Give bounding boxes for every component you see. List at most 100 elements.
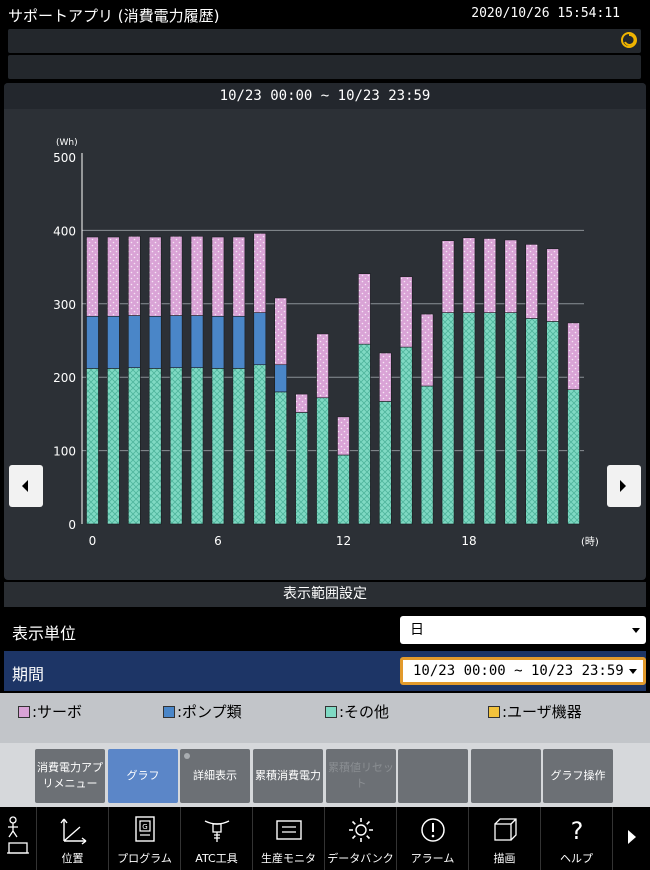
title-bar: サポートアプリ (消費電力履歴) 2020/10/26 15:54:11 bbox=[0, 0, 650, 28]
machine-status-tab[interactable] bbox=[0, 807, 36, 870]
bar-segment bbox=[525, 318, 539, 525]
arrow-left-icon bbox=[22, 480, 28, 492]
tab-production-monitor[interactable]: 生産モニタ bbox=[252, 807, 324, 870]
bar-segment bbox=[358, 343, 371, 525]
unit-select-value: 日 bbox=[410, 622, 424, 638]
legend: :サーボ :ポンプ類 :その他 :ユーザ機器 bbox=[0, 693, 650, 743]
tab-data-bank[interactable]: データバンク bbox=[324, 807, 396, 870]
bar-segment bbox=[86, 315, 99, 369]
program-document-icon: G bbox=[134, 816, 155, 842]
bar-segment bbox=[211, 315, 225, 369]
power-chart: 0 100 200 300 400 500 (Wh) 0 6 12 18 (時) bbox=[53, 138, 599, 548]
bar-segment bbox=[107, 315, 120, 369]
unit-label: 表示単位 bbox=[12, 624, 77, 643]
y-tick-label: 100 bbox=[53, 445, 76, 459]
bar-segment bbox=[504, 312, 518, 525]
tab-label: 位置 bbox=[61, 852, 84, 865]
bar-segment bbox=[127, 367, 141, 525]
bar-segment bbox=[169, 367, 183, 525]
tab-label: 生産モニタ bbox=[261, 852, 316, 865]
legend-swatch bbox=[325, 706, 337, 718]
monitor-icon bbox=[275, 820, 302, 840]
bar-segment bbox=[525, 244, 539, 319]
legend-label: :ポンプ類 bbox=[177, 703, 242, 721]
svg-text:G: G bbox=[142, 823, 147, 831]
tab-program[interactable]: G プログラム bbox=[108, 807, 180, 870]
period-select[interactable]: 10/23 00:00 ~ 10/23 23:59 bbox=[400, 657, 646, 685]
legend-user-device: :ユーザ機器 bbox=[488, 701, 582, 722]
chevron-right-icon bbox=[627, 830, 636, 844]
bar-segment bbox=[148, 315, 162, 369]
machine-operator-icon bbox=[7, 816, 29, 854]
tab-atc-tool[interactable]: ATC工具 bbox=[180, 807, 252, 870]
bar-segment bbox=[253, 364, 267, 525]
period-label: 期間 bbox=[12, 665, 45, 684]
bar-segment bbox=[190, 315, 204, 368]
period-row: 期間 10/23 00:00 ~ 10/23 23:59 bbox=[4, 651, 646, 691]
tab-drawing[interactable]: 描画 bbox=[468, 807, 540, 870]
tab-help[interactable]: ? ヘルプ bbox=[540, 807, 612, 870]
cumulative-power-button[interactable]: 累積消費電力 bbox=[253, 749, 323, 803]
tab-label: ATC工具 bbox=[195, 852, 238, 865]
cube-icon bbox=[493, 818, 517, 841]
range-settings-header: 表示範囲設定 bbox=[4, 582, 646, 607]
tab-position[interactable]: 位置 bbox=[36, 807, 108, 870]
bar-segment bbox=[127, 235, 141, 316]
svg-text:?: ? bbox=[570, 817, 583, 845]
legend-swatch bbox=[163, 706, 175, 718]
x-tick-label: 12 bbox=[336, 534, 351, 548]
x-tick-label: 0 bbox=[89, 534, 97, 548]
graph-button[interactable]: グラフ bbox=[108, 749, 178, 803]
bar-segment bbox=[274, 364, 288, 393]
message-strip-1 bbox=[8, 29, 641, 53]
chevron-down-icon bbox=[632, 628, 640, 633]
bar-segment bbox=[316, 333, 329, 399]
tab-alarm[interactable]: アラーム bbox=[396, 807, 468, 870]
bar-segment bbox=[316, 397, 329, 525]
arrow-right-icon bbox=[620, 480, 626, 492]
bar-segment bbox=[190, 367, 204, 525]
bar-segment bbox=[211, 368, 225, 525]
bar-segment bbox=[148, 236, 162, 317]
bar-segment bbox=[420, 313, 434, 387]
next-tabs-button[interactable] bbox=[612, 807, 650, 870]
detail-view-button[interactable]: 詳細表示 bbox=[180, 749, 250, 803]
message-strip-2 bbox=[8, 55, 641, 79]
bar-segment bbox=[399, 276, 413, 348]
bar-segment bbox=[441, 312, 455, 525]
bar-segment bbox=[274, 391, 288, 525]
chart-panel: 10/23 00:00 ~ 10/23 23:59 0 100 200 300 400 5… bbox=[4, 83, 646, 580]
chevron-down-icon bbox=[629, 669, 637, 674]
cumulative-reset-button[interactable]: 累積値リセット bbox=[326, 749, 396, 803]
prev-period-button[interactable] bbox=[9, 465, 43, 507]
bar-segment bbox=[253, 312, 267, 366]
y-tick-label: 500 bbox=[53, 151, 76, 165]
bar-segment bbox=[378, 401, 392, 525]
unit-select[interactable]: 日 bbox=[400, 616, 646, 644]
axis-icon bbox=[59, 818, 86, 845]
bar-segment bbox=[546, 321, 559, 525]
bar-segment bbox=[378, 352, 392, 402]
bar-segment bbox=[462, 312, 476, 525]
gear-icon bbox=[348, 818, 373, 842]
y-tick-label: 0 bbox=[68, 518, 76, 532]
bar-segment bbox=[211, 236, 225, 317]
tab-label: アラーム bbox=[410, 852, 455, 865]
next-period-button[interactable] bbox=[607, 465, 641, 507]
legend-other: :その他 bbox=[325, 701, 389, 722]
power-app-menu-button[interactable]: 消費電力アプリメニュー bbox=[35, 749, 105, 803]
x-unit-label: (時) bbox=[581, 536, 599, 548]
empty-button-2[interactable] bbox=[471, 749, 541, 803]
tool-icon bbox=[204, 820, 229, 842]
indicator-dot-icon bbox=[184, 753, 190, 759]
alarm-icon bbox=[420, 818, 445, 842]
bar-segment bbox=[358, 273, 371, 345]
legend-servo: :サーボ bbox=[18, 701, 82, 722]
bar-segment bbox=[399, 346, 413, 525]
help-icon: ? bbox=[570, 817, 583, 845]
bar-segment bbox=[337, 416, 350, 456]
bar-segment bbox=[169, 235, 183, 316]
graph-operation-button[interactable]: グラフ操作 bbox=[543, 749, 613, 803]
status-swirl-icon[interactable] bbox=[618, 29, 640, 51]
empty-button-1[interactable] bbox=[398, 749, 468, 803]
